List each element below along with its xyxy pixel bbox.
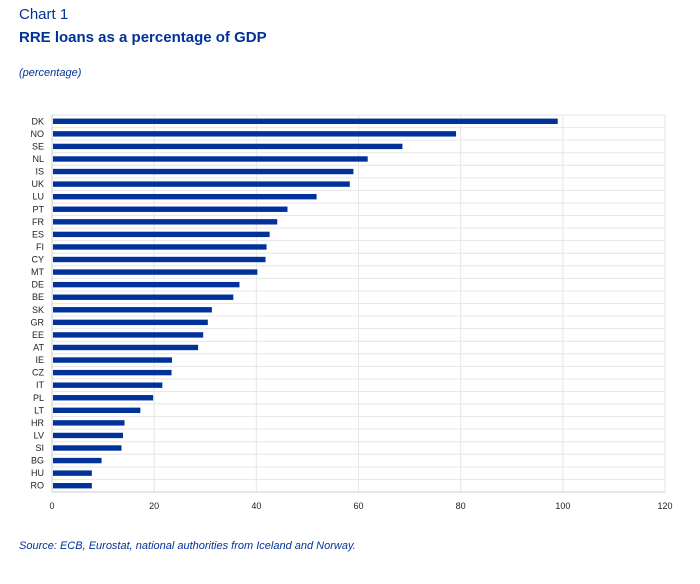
y-tick-label: UK xyxy=(31,179,44,189)
y-tick-label: SK xyxy=(32,305,44,315)
y-tick-label: NO xyxy=(31,129,45,139)
bar-dk xyxy=(53,118,558,124)
bar-it xyxy=(53,382,163,388)
bar-hr xyxy=(53,420,125,426)
y-tick-label: LU xyxy=(32,192,44,202)
bar-ee xyxy=(53,332,204,338)
y-tick-label: AT xyxy=(33,342,44,352)
bar-cz xyxy=(53,369,172,376)
bar-hu xyxy=(53,470,92,476)
x-tick-label: 0 xyxy=(49,501,54,511)
bar-de xyxy=(53,281,240,288)
x-tick-label: 40 xyxy=(251,501,261,511)
bar-fi xyxy=(53,244,267,250)
y-tick-label: GR xyxy=(31,317,45,327)
y-tick-label: PT xyxy=(32,204,44,214)
y-tick-label: BG xyxy=(31,456,44,466)
bar-cy xyxy=(53,256,266,263)
bar-pl xyxy=(53,395,154,401)
bar-ro xyxy=(53,483,92,489)
y-tick-label: MT xyxy=(31,267,44,277)
bar-si xyxy=(53,445,122,451)
bar-nl xyxy=(53,156,368,162)
bar-lv xyxy=(53,432,124,439)
y-tick-label: IT xyxy=(36,380,45,390)
bar-bg xyxy=(53,457,102,464)
bar-ie xyxy=(53,357,173,363)
x-tick-label: 80 xyxy=(456,501,466,511)
bar-gr xyxy=(53,319,208,326)
y-tick-label: FI xyxy=(36,242,44,252)
y-tick-label: LT xyxy=(34,405,44,415)
y-tick-label: DE xyxy=(31,280,44,290)
bar-uk xyxy=(53,181,350,187)
y-tick-label: IS xyxy=(35,167,44,177)
x-tick-label: 120 xyxy=(657,501,672,511)
y-tick-label: ES xyxy=(32,229,44,239)
y-tick-label: HU xyxy=(31,468,44,478)
bar-be xyxy=(53,294,234,300)
bar-fr xyxy=(53,219,278,225)
y-tick-label: EE xyxy=(32,330,44,340)
bar-pt xyxy=(53,206,288,212)
y-tick-label: DK xyxy=(31,116,44,126)
bar-is xyxy=(53,168,354,175)
chart-title: RRE loans as a percentage of GDP xyxy=(19,29,267,46)
y-tick-label: HR xyxy=(31,418,44,428)
chart-subtitle: (percentage) xyxy=(19,67,82,79)
chart-source: Source: ECB, Eurostat, national authorit… xyxy=(19,540,356,552)
y-tick-label: BE xyxy=(32,292,44,302)
bar-sk xyxy=(53,307,212,313)
y-tick-label: SI xyxy=(35,443,44,453)
x-tick-label: 60 xyxy=(353,501,363,511)
bar-lu xyxy=(53,193,317,200)
y-tick-label: LV xyxy=(34,430,44,440)
bar-no xyxy=(53,131,457,137)
y-tick-label: CZ xyxy=(32,368,44,378)
y-tick-label: PL xyxy=(33,393,44,403)
bar-es xyxy=(53,231,270,238)
y-tick-label: FR xyxy=(32,217,44,227)
y-tick-label: RO xyxy=(31,481,45,491)
x-tick-label: 100 xyxy=(555,501,570,511)
bar-at xyxy=(53,344,199,351)
bar-lt xyxy=(53,407,141,414)
x-tick-label: 20 xyxy=(149,501,159,511)
bar-mt xyxy=(53,269,258,275)
chart-label: Chart 1 xyxy=(19,6,69,23)
y-tick-label: NL xyxy=(32,154,44,164)
y-tick-label: CY xyxy=(31,255,44,265)
y-tick-label: IE xyxy=(35,355,44,365)
y-tick-label: SE xyxy=(32,141,44,151)
bar-se xyxy=(53,143,403,150)
